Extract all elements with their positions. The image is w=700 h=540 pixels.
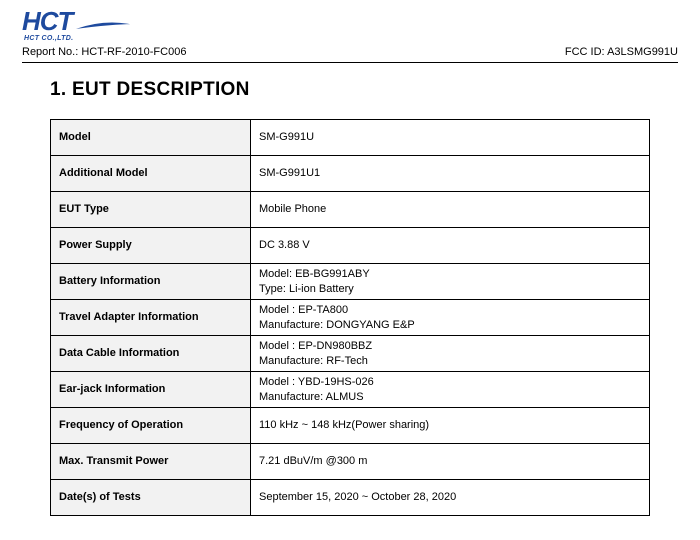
section-title: 1. EUT DESCRIPTION [50,79,678,101]
fcc-id: FCC ID: A3LSMG991U [565,46,678,58]
table-row: Max. Transmit Power7.21 dBuV/m @300 m [51,444,650,480]
table-row: Frequency of Operation110 kHz ~ 148 kHz(… [51,408,650,444]
row-value: 110 kHz ~ 148 kHz(Power sharing) [251,408,650,444]
row-value: Mobile Phone [251,192,650,228]
table-row: Battery InformationModel: EB-BG991ABY Ty… [51,264,650,300]
table-row: ModelSM-G991U [51,120,650,156]
report-no-value: HCT-RF-2010-FC006 [81,46,186,58]
row-label: Additional Model [51,156,251,192]
logo-subtitle: HCT CO.,LTD. [24,35,678,42]
logo-text: HCT [22,8,72,34]
eut-table-body: ModelSM-G991UAdditional ModelSM-G991U1EU… [51,120,650,516]
row-value: SM-G991U1 [251,156,650,192]
row-value: 7.21 dBuV/m @300 m [251,444,650,480]
fcc-id-label: FCC ID: [565,46,605,58]
eut-table: ModelSM-G991UAdditional ModelSM-G991U1EU… [50,119,650,516]
row-label: Power Supply [51,228,251,264]
row-value: Model : EP-DN980BBZ Manufacture: RF-Tech [251,336,650,372]
table-row: EUT TypeMobile Phone [51,192,650,228]
row-label: EUT Type [51,192,251,228]
table-row: Power SupplyDC 3.88 V [51,228,650,264]
logo-block: HCT HCT CO.,LTD. [22,8,678,42]
table-row: Additional ModelSM-G991U1 [51,156,650,192]
row-value: SM-G991U [251,120,650,156]
table-row: Date(s) of TestsSeptember 15, 2020 ~ Oct… [51,480,650,516]
table-row: Data Cable InformationModel : EP-DN980BB… [51,336,650,372]
row-label: Ear-jack Information [51,372,251,408]
report-no: Report No.: HCT-RF-2010-FC006 [22,46,186,58]
logo-swoosh-icon [74,21,132,31]
table-row: Travel Adapter InformationModel : EP-TA8… [51,300,650,336]
row-label: Travel Adapter Information [51,300,251,336]
row-label: Frequency of Operation [51,408,251,444]
report-no-label: Report No.: [22,46,78,58]
table-row: Ear-jack InformationModel : YBD-19HS-026… [51,372,650,408]
row-label: Model [51,120,251,156]
row-value: Model : EP-TA800 Manufacture: DONGYANG E… [251,300,650,336]
row-value: Model: EB-BG991ABY Type: Li-ion Battery [251,264,650,300]
header-line: Report No.: HCT-RF-2010-FC006 FCC ID: A3… [22,44,678,63]
row-value: September 15, 2020 ~ October 28, 2020 [251,480,650,516]
row-label: Date(s) of Tests [51,480,251,516]
row-label: Data Cable Information [51,336,251,372]
row-label: Battery Information [51,264,251,300]
row-value: Model : YBD-19HS-026 Manufacture: ALMUS [251,372,650,408]
row-label: Max. Transmit Power [51,444,251,480]
fcc-id-value: A3LSMG991U [607,46,678,58]
row-value: DC 3.88 V [251,228,650,264]
